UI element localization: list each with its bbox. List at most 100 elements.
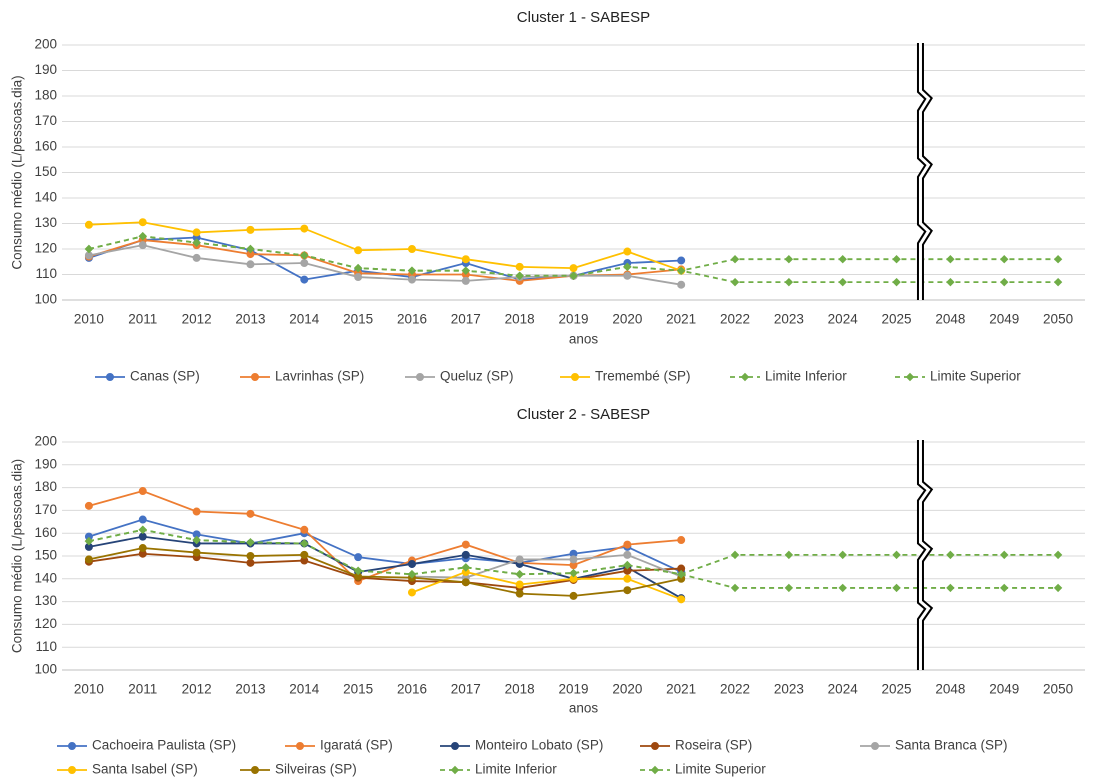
- data-point: [784, 277, 794, 287]
- x-tick-label: 2021: [666, 682, 696, 697]
- data-point: [246, 244, 255, 254]
- data-point: [246, 260, 255, 269]
- legend-marker: [251, 373, 259, 381]
- x-tick-label: 2050: [1043, 312, 1073, 327]
- data-point: [1053, 583, 1063, 593]
- data-point: [623, 586, 632, 595]
- data-point: [84, 536, 94, 546]
- data-point: [515, 271, 524, 280]
- legend-label: Limite Inferior: [475, 762, 557, 777]
- y-tick-label: 200: [34, 434, 57, 449]
- y-tick-label: 110: [35, 639, 57, 654]
- series-line: [88, 490, 682, 583]
- y-axis-label: Consumo médio (L/pessoas.dia): [10, 75, 25, 269]
- data-point: [84, 244, 94, 254]
- data-point: [407, 570, 417, 579]
- data-point: [246, 509, 255, 518]
- series-line: [88, 518, 682, 573]
- data-point: [784, 550, 794, 560]
- data-point: [138, 532, 147, 541]
- y-tick-label: 120: [34, 241, 57, 256]
- data-point: [569, 271, 578, 280]
- x-tick-label: 2014: [289, 682, 320, 697]
- chart-title: Cluster 2 - SABESP: [517, 406, 650, 423]
- data-point: [730, 550, 740, 560]
- x-tick-label: 2016: [397, 312, 427, 327]
- data-point: [407, 559, 416, 568]
- legend-marker: [416, 373, 424, 381]
- data-point: [138, 544, 147, 553]
- y-tick-label: 130: [34, 593, 57, 608]
- x-tick-label: 2014: [289, 312, 320, 327]
- x-tick-label: 2021: [666, 312, 696, 327]
- x-tick-label: 2013: [235, 682, 265, 697]
- x-tick-label: 2019: [558, 682, 588, 697]
- legend-label: Queluz (SP): [440, 369, 514, 384]
- y-tick-label: 130: [34, 215, 57, 230]
- legend-marker: [740, 372, 750, 382]
- x-tick-label: 2048: [935, 682, 965, 697]
- legend-label: Tremembé (SP): [595, 369, 691, 384]
- data-point: [623, 540, 632, 549]
- x-tick-label: 2024: [828, 312, 859, 327]
- x-tick-label: 2018: [505, 682, 535, 697]
- x-axis-label: anos: [569, 701, 599, 716]
- legend-label: Monteiro Lobato (SP): [475, 738, 603, 753]
- data-point: [838, 583, 847, 593]
- data-point: [569, 264, 578, 273]
- data-point: [461, 255, 470, 264]
- x-tick-label: 2019: [558, 312, 588, 327]
- data-point: [192, 535, 201, 545]
- x-tick-label: 2016: [397, 682, 427, 697]
- data-point: [300, 550, 309, 559]
- legend-marker: [106, 373, 114, 381]
- data-point: [623, 262, 632, 272]
- legend-marker: [68, 742, 76, 750]
- data-point: [354, 246, 363, 255]
- data-point: [676, 266, 686, 275]
- y-tick-label: 160: [34, 139, 57, 154]
- legend-label: Canas (SP): [130, 369, 200, 384]
- x-tick-label: 2020: [612, 682, 642, 697]
- data-point: [354, 273, 363, 282]
- data-point: [623, 560, 632, 570]
- x-tick-label: 2010: [74, 312, 104, 327]
- data-point: [569, 568, 578, 578]
- data-point: [677, 280, 686, 289]
- legend-marker: [871, 742, 879, 750]
- data-point: [407, 266, 417, 275]
- data-point: [730, 583, 740, 593]
- data-point: [246, 538, 255, 547]
- chart-title: Cluster 1 - SABESP: [517, 9, 650, 26]
- x-tick-label: 2023: [774, 312, 804, 327]
- data-point: [192, 507, 201, 516]
- y-tick-label: 110: [35, 266, 57, 281]
- x-tick-label: 2018: [505, 312, 535, 327]
- data-point: [138, 218, 147, 227]
- data-point: [1053, 277, 1063, 287]
- data-point: [892, 277, 901, 287]
- legend-marker: [651, 742, 659, 750]
- data-point: [838, 550, 847, 560]
- x-tick-label: 2049: [989, 682, 1019, 697]
- data-point: [1000, 583, 1009, 593]
- data-point: [192, 238, 201, 247]
- legend-label: Cachoeira Paulista (SP): [92, 738, 236, 753]
- data-point: [838, 277, 847, 287]
- data-point: [946, 277, 955, 287]
- data-point: [461, 540, 470, 549]
- data-point: [784, 583, 794, 593]
- data-point: [730, 254, 740, 264]
- series-line: [88, 547, 682, 597]
- data-point: [892, 254, 901, 264]
- data-point: [300, 525, 309, 534]
- legend-label: Silveiras (SP): [275, 762, 357, 777]
- data-point: [461, 550, 470, 559]
- data-point: [84, 555, 93, 564]
- y-tick-label: 200: [34, 37, 57, 52]
- legend-marker: [451, 742, 459, 750]
- x-tick-label: 2012: [182, 682, 212, 697]
- series-line: [411, 571, 682, 601]
- data-point: [892, 550, 901, 560]
- x-tick-label: 2022: [720, 312, 750, 327]
